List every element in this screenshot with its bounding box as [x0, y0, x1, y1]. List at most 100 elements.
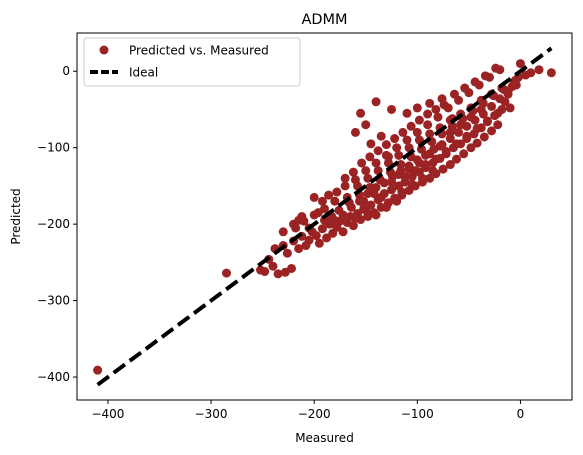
data-point: [413, 103, 422, 112]
data-point: [473, 139, 482, 148]
data-point: [462, 132, 471, 141]
data-point: [324, 191, 333, 200]
y-tick-label: −100: [37, 141, 70, 155]
data-point: [312, 231, 321, 240]
data-point: [480, 132, 489, 141]
data-point: [454, 128, 463, 137]
x-tick-label: 0: [517, 407, 525, 421]
legend-label-ideal: Ideal: [129, 66, 158, 80]
y-tick-label: −200: [37, 217, 70, 231]
data-point: [384, 152, 393, 161]
data-point: [495, 94, 504, 103]
data-point: [387, 178, 396, 187]
data-point: [411, 166, 420, 175]
data-point: [403, 136, 412, 145]
data-point: [535, 65, 544, 74]
data-point: [477, 105, 486, 114]
data-point: [332, 188, 341, 197]
data-point: [357, 158, 366, 167]
x-tick-label: −300: [195, 407, 228, 421]
legend-scatter-marker: [100, 46, 109, 55]
x-tick-label: −200: [298, 407, 331, 421]
data-point: [349, 221, 358, 230]
data-point: [473, 124, 482, 133]
data-point: [493, 109, 502, 118]
data-point: [361, 206, 370, 215]
data-point: [356, 109, 365, 118]
data-point: [297, 212, 306, 221]
data-point: [415, 116, 424, 125]
data-point: [487, 102, 496, 111]
data-point: [483, 116, 492, 125]
data-point: [339, 227, 348, 236]
data-point: [423, 120, 432, 129]
data-point: [400, 172, 409, 181]
data-point: [512, 80, 521, 89]
y-tick-label: −400: [37, 370, 70, 384]
data-point: [466, 113, 475, 122]
data-point: [260, 267, 269, 276]
data-point: [440, 100, 449, 109]
data-point: [398, 128, 407, 137]
data-point: [222, 269, 231, 278]
data-point: [351, 214, 360, 223]
data-point: [421, 160, 430, 169]
x-tick-label: −400: [91, 407, 124, 421]
data-point: [423, 110, 432, 119]
data-point: [279, 227, 288, 236]
data-point: [407, 122, 416, 131]
data-point: [450, 90, 459, 99]
data-point: [361, 120, 370, 129]
data-point: [506, 103, 515, 112]
x-axis-label: Measured: [295, 431, 354, 445]
data-point: [372, 97, 381, 106]
data-point: [372, 210, 381, 219]
data-point: [452, 139, 461, 148]
data-point: [347, 203, 356, 212]
data-point: [471, 77, 480, 86]
data-point: [418, 174, 427, 183]
y-tick-label: −300: [37, 294, 70, 308]
data-point: [408, 180, 417, 189]
data-point: [387, 105, 396, 114]
data-point: [291, 223, 300, 232]
data-point: [351, 128, 360, 137]
data-point: [93, 366, 102, 375]
data-point: [366, 139, 375, 148]
data-point: [349, 168, 358, 177]
legend-label-scatter: Predicted vs. Measured: [129, 44, 269, 58]
legend: Predicted vs. Measured Ideal: [84, 38, 300, 86]
data-point: [431, 105, 440, 114]
data-point: [493, 120, 502, 129]
data-point: [428, 166, 437, 175]
data-point: [397, 188, 406, 197]
data-point: [374, 146, 383, 155]
data-point: [456, 120, 465, 129]
data-point: [314, 208, 323, 217]
data-point: [547, 68, 556, 77]
chart-title: ADMM: [301, 12, 347, 28]
data-point: [382, 203, 391, 212]
data-point: [491, 64, 500, 73]
data-point: [425, 129, 434, 138]
data-point: [339, 210, 348, 219]
data-point: [392, 143, 401, 152]
data-point: [287, 264, 296, 273]
data-point: [359, 197, 368, 206]
data-point: [382, 140, 391, 149]
data-point: [403, 109, 412, 118]
data-point: [394, 151, 403, 160]
data-point: [504, 87, 513, 96]
data-point: [377, 132, 386, 141]
data-point: [392, 197, 401, 206]
data-point: [390, 134, 399, 143]
data-point: [310, 193, 319, 202]
data-point: [341, 174, 350, 183]
data-point: [446, 128, 455, 137]
data-point: [442, 147, 451, 156]
data-point: [370, 189, 379, 198]
y-tick-label: 0: [62, 64, 70, 78]
y-axis-label: Predicted: [9, 188, 23, 244]
data-point: [365, 152, 374, 161]
